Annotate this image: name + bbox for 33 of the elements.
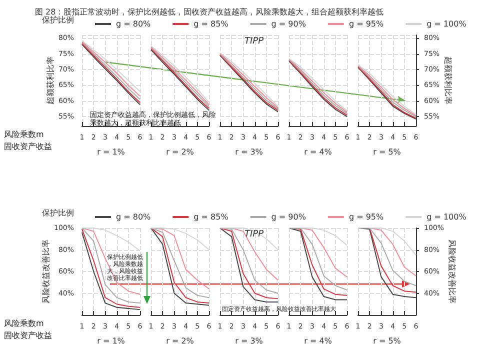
legend-title: 保护比例 <box>42 208 74 218</box>
legend-label: g = 95% <box>348 20 384 28</box>
y2-axis-title: 风险收益改善比率 <box>447 240 456 304</box>
legend-label: g = 80% <box>116 20 152 28</box>
x-axis-title: r = 3% <box>235 336 264 346</box>
legend-label: g = 85% <box>194 20 229 28</box>
text: 图 28：股指正常波动时，保护比例越低，固收资产收益越高，风险乘数越大，组合超额获利率越低 <box>35 8 384 16</box>
legend-label: g = 95% <box>348 212 384 222</box>
x-axis-title: r = 2% <box>166 336 194 346</box>
text: 固收资产收益 <box>4 331 52 340</box>
chart-subtitle: TIPP <box>244 36 264 46</box>
legend-label: g = 100% <box>426 212 467 222</box>
legend-label: g = 80% <box>116 212 152 222</box>
x-axis-title: r = 1% <box>97 148 126 156</box>
y-axis-title: 超额获利比率 <box>46 56 56 104</box>
y2-axis-title: 超额获利比率 <box>444 56 452 104</box>
text: 风险乘数m <box>4 319 44 328</box>
x-axis-title: r = 5% <box>373 148 402 156</box>
x-axis-title: r = 4% <box>304 148 332 156</box>
x-axis-title: r = 3% <box>235 148 264 156</box>
x-axis-title: r = 2% <box>166 148 194 156</box>
legend-label: g = 90% <box>271 20 306 28</box>
legend-title: 保护比例 <box>42 16 74 24</box>
legend-label: g = 100% <box>426 20 467 28</box>
x-axis-title: r = 5% <box>373 336 402 346</box>
x-axis-title: r = 4% <box>304 336 332 346</box>
chart-subtitle: TIPP <box>244 230 264 240</box>
y-axis-title: 风险收益改善比率 <box>42 240 51 304</box>
x-axis-title: r = 1% <box>97 336 126 346</box>
text: 固收资产收益 <box>4 142 52 151</box>
text: 风险乘数m <box>4 130 44 139</box>
legend-label: g = 85% <box>194 212 229 222</box>
legend-label: g = 90% <box>271 212 306 222</box>
